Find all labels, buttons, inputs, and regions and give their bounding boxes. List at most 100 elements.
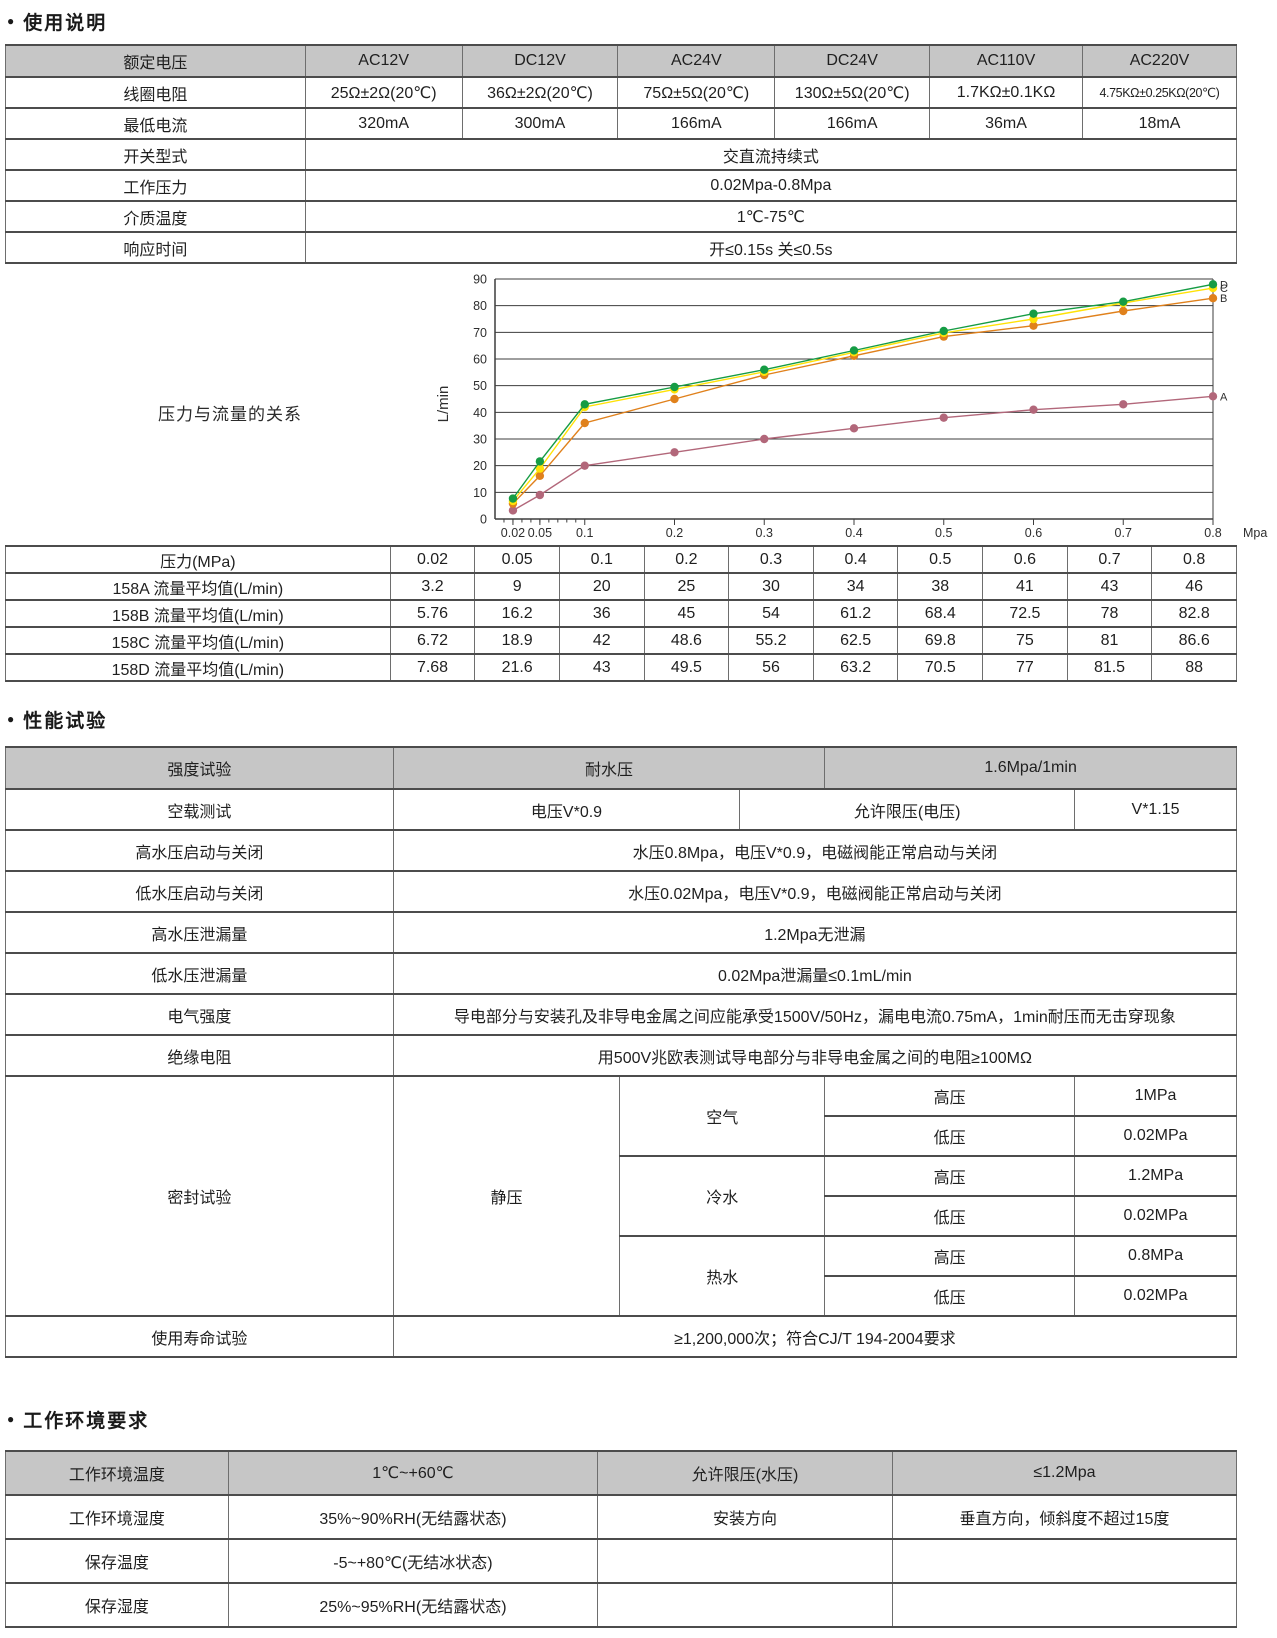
data-point-D [535, 457, 545, 466]
table-cell: 0.02MPa [1074, 1195, 1237, 1237]
y-tick-label: 60 [473, 353, 487, 367]
table-cell: 55.2 [728, 626, 814, 655]
table-cell: 72.5 [982, 599, 1068, 628]
table-cell: 0.6 [982, 545, 1068, 574]
table-cell: 工作压力 [5, 169, 306, 202]
table-cell [597, 1538, 893, 1584]
table-cell: 5.76 [389, 599, 476, 628]
table-cell: 高压 [824, 1155, 1076, 1197]
series-line-C [512, 287, 1214, 502]
data-point-A [508, 506, 518, 515]
table-cell: 7.68 [389, 653, 476, 682]
performance-table: 强度试验 耐水压 1.6Mpa/1min 空载测试 电压V*0.9 允许限压(电压) V*1… [5, 746, 1238, 1358]
table-cell: 6.72 [389, 626, 476, 655]
table-header-cell: 工作环境温度 [5, 1450, 229, 1496]
table-cell: 高水压启动与关闭 [5, 829, 394, 872]
data-point-D [1029, 309, 1038, 318]
table-cell: 36mA [929, 107, 1083, 140]
data-point-A [580, 461, 589, 470]
table-header-cell: 1℃~+60℃ [227, 1450, 599, 1496]
table-cell: 0.02 [389, 545, 476, 574]
table-cell: 使用寿命试验 [5, 1315, 394, 1358]
table-cell: 0.02MPa [1074, 1115, 1237, 1157]
table-row: 158A 流量平均值(L/min) 3.2 9 20 25 30 34 38 41 43 46 [5, 572, 1237, 601]
table-cell: 81 [1066, 626, 1153, 655]
table-cell: 0.4 [812, 545, 899, 574]
data-point-A [535, 490, 545, 500]
table-cell [891, 1538, 1238, 1584]
flow-chart-svg: 0 10 20 30 40 50 60 70 80 90 0.02 0.05 0.1 0.2 0.3 0.4 0… [435, 273, 1267, 541]
table-cell: 43 [558, 653, 645, 682]
section-title-text: 使用说明 [23, 13, 108, 34]
table-cell: 62.5 [812, 626, 899, 655]
table-cell: 63.2 [812, 653, 899, 682]
table-cell: 25Ω±2Ω(20℃) [304, 76, 463, 109]
data-point-D [1119, 297, 1128, 306]
table-cell: 41 [982, 572, 1068, 601]
data-point-B [580, 418, 589, 428]
table-cell: 1MPa [1074, 1075, 1237, 1117]
table-cell: 保存湿度 [5, 1582, 229, 1628]
data-point-D [1208, 280, 1218, 289]
x-tick-label: 0.1 [576, 526, 593, 540]
table-cell: 高压 [824, 1075, 1076, 1117]
series-line-A [512, 395, 1214, 512]
x-tick-label: 0.05 [528, 526, 552, 540]
table-cell: 130Ω±5Ω(20℃) [774, 76, 931, 109]
table-cell: 静压 [392, 1075, 621, 1317]
y-tick-label: 30 [473, 433, 487, 447]
table-cell: 16.2 [474, 599, 560, 628]
table-row: 冷水 高压 1.2MPa [6, 1155, 1237, 1237]
table-header-cell: DC12V [461, 44, 619, 78]
table-row: 电气强度 导电部分与安装孔及非导电金属之间应能承受1500V/50Hz，漏电电流0… [5, 993, 1238, 1036]
table-cell: 69.8 [897, 626, 984, 655]
table-cell: 导电部分与安装孔及非导电金属之间应能承受1500V/50Hz，漏电电流0.75m… [392, 993, 1238, 1036]
data-point-B [1029, 321, 1038, 330]
data-point-A [760, 434, 769, 444]
x-tick-label: 0.2 [666, 526, 683, 540]
table-cell: 20 [558, 572, 645, 601]
table-cell: 36Ω±2Ω(20℃) [461, 76, 619, 109]
table-cell: 25 [643, 572, 730, 601]
table-cell: 68.4 [897, 599, 984, 628]
table-row: 保存温度 -5~+80℃(无结冰状态) [5, 1538, 1238, 1584]
table-cell: 46 [1151, 572, 1237, 601]
data-point-D [760, 365, 769, 374]
spec-table: 额定电压 AC12V DC12V AC24V DC24V AC110V AC220V 线圈电阻… [5, 44, 1238, 264]
table-cell: 43 [1066, 572, 1153, 601]
table-cell: 低压 [824, 1115, 1076, 1157]
table-row: 最低电流 320mA 300mA 166mA 166mA 36mA 18mA [5, 107, 1238, 140]
data-table: 强度试验 耐水压 1.6Mpa/1min 空载测试 电压V*0.9 允许限压(电压) V*1… [5, 746, 1238, 1358]
table-cell: 开关型式 [5, 138, 306, 171]
table-cell: 高水压泄漏量 [5, 911, 394, 954]
data-point-B [670, 394, 679, 404]
bullet-icon: ● [7, 13, 15, 28]
x-axis-unit-label: Mpa [1243, 526, 1267, 540]
x-tick-label: 0.6 [1025, 526, 1042, 540]
table-cell: 75Ω±5Ω(20℃) [617, 76, 776, 109]
table-row: 高水压启动与关闭 水压0.8Mpa，电压V*0.9，电磁阀能正常启动与关闭 [5, 829, 1238, 872]
table-row: 开关型式 交直流持续式 [5, 138, 1238, 171]
table-cell: 18.9 [474, 626, 560, 655]
table-cell: -5~+80℃(无结冰状态) [227, 1538, 599, 1584]
table-row: 介质温度 1℃-75℃ [5, 200, 1238, 233]
y-tick-label: 10 [473, 486, 487, 500]
table-cell: 0.02MPa [1074, 1275, 1237, 1317]
table-cell: 34 [812, 572, 899, 601]
table-cell: 水压0.02Mpa，电压V*0.9，电磁阀能正常启动与关闭 [392, 870, 1238, 913]
x-tick-label: 0.4 [845, 526, 862, 540]
table-row: 低水压启动与关闭 水压0.02Mpa，电压V*0.9，电磁阀能正常启动与关闭 [5, 870, 1238, 913]
table-header-cell: DC24V [774, 44, 931, 78]
table-header-cell: AC220V [1081, 44, 1238, 78]
table-row: 响应时间 开≤0.15s 关≤0.5s [5, 231, 1238, 264]
table-header-cell: 1.6Mpa/1min [824, 746, 1237, 790]
series-line-D [512, 283, 1214, 499]
data-point-D [939, 326, 948, 336]
y-tick-label: 0 [480, 513, 487, 527]
data-point-B [1119, 306, 1128, 316]
table-cell: 响应时间 [5, 231, 306, 264]
table-cell: 300mA [461, 107, 619, 140]
table-cell: 4.75KΩ±0.25KΩ(20℃) [1081, 76, 1238, 109]
data-point-A [1029, 405, 1038, 414]
table-cell: 320mA [304, 107, 463, 140]
